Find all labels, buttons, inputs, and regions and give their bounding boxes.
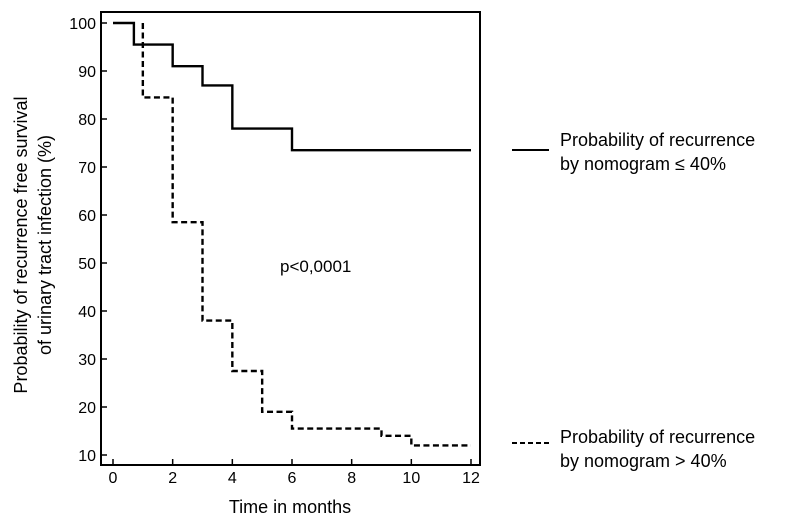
series-line-dashed [141,23,471,447]
x-tick-label: 0 [109,470,118,487]
x-tick-label: 2 [168,470,177,487]
legend-label-solid-line-2: by nomogram ≤ 40% [560,154,726,174]
y-tick-label: 20 [78,400,96,417]
series-group [113,21,471,447]
y-tick-label: 70 [78,160,96,177]
annotation-pvalue: p<0,0001 [280,257,351,276]
plot-frame [100,11,481,466]
x-axis-title: Time in months [229,497,351,517]
y-axis-title-line-2: of urinary tract infection (%) [35,135,55,355]
y-tick-label: 100 [69,16,96,33]
legend-label-dashed-line-1: Probability of recurrence [560,427,755,447]
legend: Probability of recurrence by nomogram ≤ … [512,130,755,471]
x-tick-label: 8 [347,470,356,487]
series-line-solid [113,21,471,152]
x-tick-label: 6 [288,470,297,487]
y-tick-label: 60 [78,208,96,225]
y-tick-label: 50 [78,256,96,273]
y-tick-label: 90 [78,64,96,81]
x-tick-label: 10 [402,470,420,487]
legend-label-solid-line-1: Probability of recurrence [560,130,755,150]
x-tick-label: 12 [462,470,480,487]
y-tick-label: 80 [78,112,96,129]
y-tick-label: 40 [78,304,96,321]
y-axis-title: Probability of recurrence free survival … [11,96,55,393]
x-tick-label: 4 [228,470,237,487]
y-tick-label: 30 [78,352,96,369]
y-axis-title-line-1: Probability of recurrence free survival [11,96,31,393]
y-tick-label: 10 [78,448,96,465]
axis-ticks: 0 2 4 6 8 10 12 10 20 30 40 50 60 70 80 90 100 [69,16,480,487]
legend-label-dashed-line-2: by nomogram > 40% [560,451,727,471]
